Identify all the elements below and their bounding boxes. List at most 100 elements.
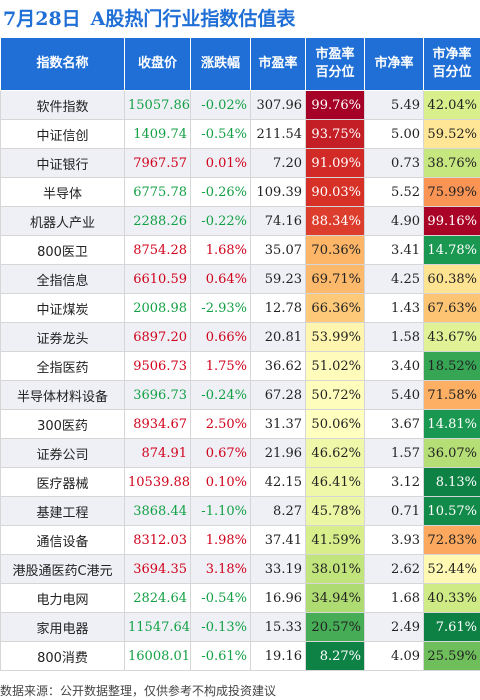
index-name-cell: 半导体 — [0, 177, 125, 207]
pe-percentile-cell: 88.34% — [305, 206, 365, 236]
pb-cell: 5.40 — [364, 380, 424, 410]
pe-percentile-cell: 34.94% — [305, 583, 365, 613]
index-name-cell: 证券龙头 — [0, 322, 125, 352]
change-pct-cell: -1.10% — [190, 496, 251, 526]
pb-percentile-cell: 67.63% — [423, 293, 480, 323]
table-row: 800医卫 8754.28 1.68% 35.07 70.36% 3.41 14.78% — [0, 235, 480, 265]
pb-percentile-cell: 7.61% — [423, 612, 480, 642]
table-row: 港股通医药C港元 3694.35 3.18% 33.19 38.01% 2.62 52.44… — [0, 554, 480, 584]
pe-percentile-cell: 70.36% — [305, 235, 365, 265]
index-name-cell: 全指信息 — [0, 264, 125, 294]
index-name-cell: 800医卫 — [0, 235, 125, 265]
pb-cell: 0.73 — [364, 148, 424, 178]
pe-cell: 36.62 — [250, 351, 306, 381]
footer-source: 数据来源：公开数据整理，仅供参考不构成投资建议 — [0, 684, 277, 698]
close-price-cell: 2008.98 — [124, 293, 191, 323]
change-pct-cell: 0.01% — [190, 148, 251, 178]
col-pe-header: 市盈率 — [250, 37, 306, 91]
close-price-cell: 3868.44 — [124, 496, 191, 526]
pb-cell: 2.49 — [364, 612, 424, 642]
pe-cell: 8.27 — [250, 496, 306, 526]
pe-cell: 12.78 — [250, 293, 306, 323]
pb-cell: 4.90 — [364, 206, 424, 236]
pe-cell: 31.37 — [250, 409, 306, 439]
pe-percentile-cell: 53.99% — [305, 322, 365, 352]
index-name-cell: 中证信创 — [0, 119, 125, 149]
change-pct-cell: -0.13% — [190, 612, 251, 642]
index-name-cell: 软件指数 — [0, 90, 125, 120]
change-pct-cell: 0.64% — [190, 264, 251, 294]
table-row: 半导体 6775.78 -0.26% 109.39 90.03% 5.52 75.99% — [0, 177, 480, 207]
index-name-cell: 800消费 — [0, 641, 125, 671]
close-price-cell: 1409.74 — [124, 119, 191, 149]
table-row: 半导体材料设备 3696.73 -0.24% 67.28 50.72% 5.40 71.58… — [0, 380, 480, 410]
pe-cell: 42.15 — [250, 467, 306, 497]
pb-percentile-cell: 75.99% — [423, 177, 480, 207]
index-name-cell: 证券公司 — [0, 438, 125, 468]
close-price-cell: 2824.64 — [124, 583, 191, 613]
pe-cell: 35.07 — [250, 235, 306, 265]
close-price-cell: 8312.03 — [124, 525, 191, 555]
pb-cell: 3.12 — [364, 467, 424, 497]
pb-cell: 3.41 — [364, 235, 424, 265]
table-row: 家用电器 11547.64 -0.13% 15.33 20.57% 2.49 7.61% — [0, 612, 480, 642]
pb-percentile-cell: 8.13% — [423, 467, 480, 497]
pe-cell: 19.16 — [250, 641, 306, 671]
pe-percentile-cell: 91.09% — [305, 148, 365, 178]
index-name-cell: 医疗器械 — [0, 467, 125, 497]
table-row: 中证银行 7967.57 0.01% 7.20 91.09% 0.73 38.76% — [0, 148, 480, 178]
change-pct-cell: -0.24% — [190, 380, 251, 410]
table-row: 机器人产业 2288.26 -0.22% 74.16 88.34% 4.90 99.16% — [0, 206, 480, 236]
pe-percentile-cell: 99.76% — [305, 90, 365, 120]
pe-cell: 7.20 — [250, 148, 306, 178]
pb-cell: 3.40 — [364, 351, 424, 381]
pb-cell: 1.43 — [364, 293, 424, 323]
index-name-cell: 300医药 — [0, 409, 125, 439]
pe-cell: 37.41 — [250, 525, 306, 555]
pb-percentile-cell: 99.16% — [423, 206, 480, 236]
pb-percentile-cell: 42.04% — [423, 90, 480, 120]
change-pct-cell: -0.02% — [190, 90, 251, 120]
pe-percentile-cell: 50.72% — [305, 380, 365, 410]
pb-cell: 1.58 — [364, 322, 424, 352]
index-name-cell: 全指医药 — [0, 351, 125, 381]
pe-cell: 20.81 — [250, 322, 306, 352]
col-close-header: 收盘价 — [124, 37, 191, 91]
pe-percentile-cell: 50.06% — [305, 409, 365, 439]
pe-percentile-cell: 41.59% — [305, 525, 365, 555]
change-pct-cell: 1.75% — [190, 351, 251, 381]
pb-percentile-cell: 25.59% — [423, 641, 480, 671]
pb-percentile-cell: 52.44% — [423, 554, 480, 584]
table-row: 医疗器械 10539.88 0.10% 42.15 46.41% 3.12 8.13% — [0, 467, 480, 497]
pe-percentile-cell: 90.03% — [305, 177, 365, 207]
title-bar: 7月28日 A股热门行业指数估值表 — [0, 0, 480, 34]
table-row: 通信设备 8312.03 1.98% 37.41 41.59% 3.93 72.83% — [0, 525, 480, 555]
pe-percentile-cell: 38.01% — [305, 554, 365, 584]
change-pct-cell: 0.67% — [190, 438, 251, 468]
pb-cell: 2.62 — [364, 554, 424, 584]
table-row: 基建工程 3868.44 -1.10% 8.27 45.78% 0.71 10.57% — [0, 496, 480, 526]
change-pct-cell: 1.98% — [190, 525, 251, 555]
change-pct-cell: -0.54% — [190, 119, 251, 149]
pe-percentile-cell: 51.02% — [305, 351, 365, 381]
close-price-cell: 2288.26 — [124, 206, 191, 236]
index-name-cell: 电力电网 — [0, 583, 125, 613]
index-name-cell: 机器人产业 — [0, 206, 125, 236]
pe-cell: 307.96 — [250, 90, 306, 120]
table-header-row: 指数名称 收盘价 涨跌幅 市盈率 市盈率 百分位 市净率 市净率 百分位 — [0, 37, 480, 91]
pb-percentile-cell: 60.38% — [423, 264, 480, 294]
pb-percentile-cell: 14.81% — [423, 409, 480, 439]
change-pct-cell: 0.66% — [190, 322, 251, 352]
close-price-cell: 6775.78 — [124, 177, 191, 207]
pe-percentile-cell: 45.78% — [305, 496, 365, 526]
pb-cell: 0.71 — [364, 496, 424, 526]
pe-percentile-cell: 20.57% — [305, 612, 365, 642]
pb-cell: 4.09 — [364, 641, 424, 671]
pb-cell: 1.57 — [364, 438, 424, 468]
change-pct-cell: -2.93% — [190, 293, 251, 323]
close-price-cell: 8754.28 — [124, 235, 191, 265]
change-pct-cell: 0.10% — [190, 467, 251, 497]
col-name-header: 指数名称 — [0, 37, 125, 91]
col-pb-pct-header: 市净率 百分位 — [423, 37, 480, 91]
close-price-cell: 11547.64 — [124, 612, 191, 642]
